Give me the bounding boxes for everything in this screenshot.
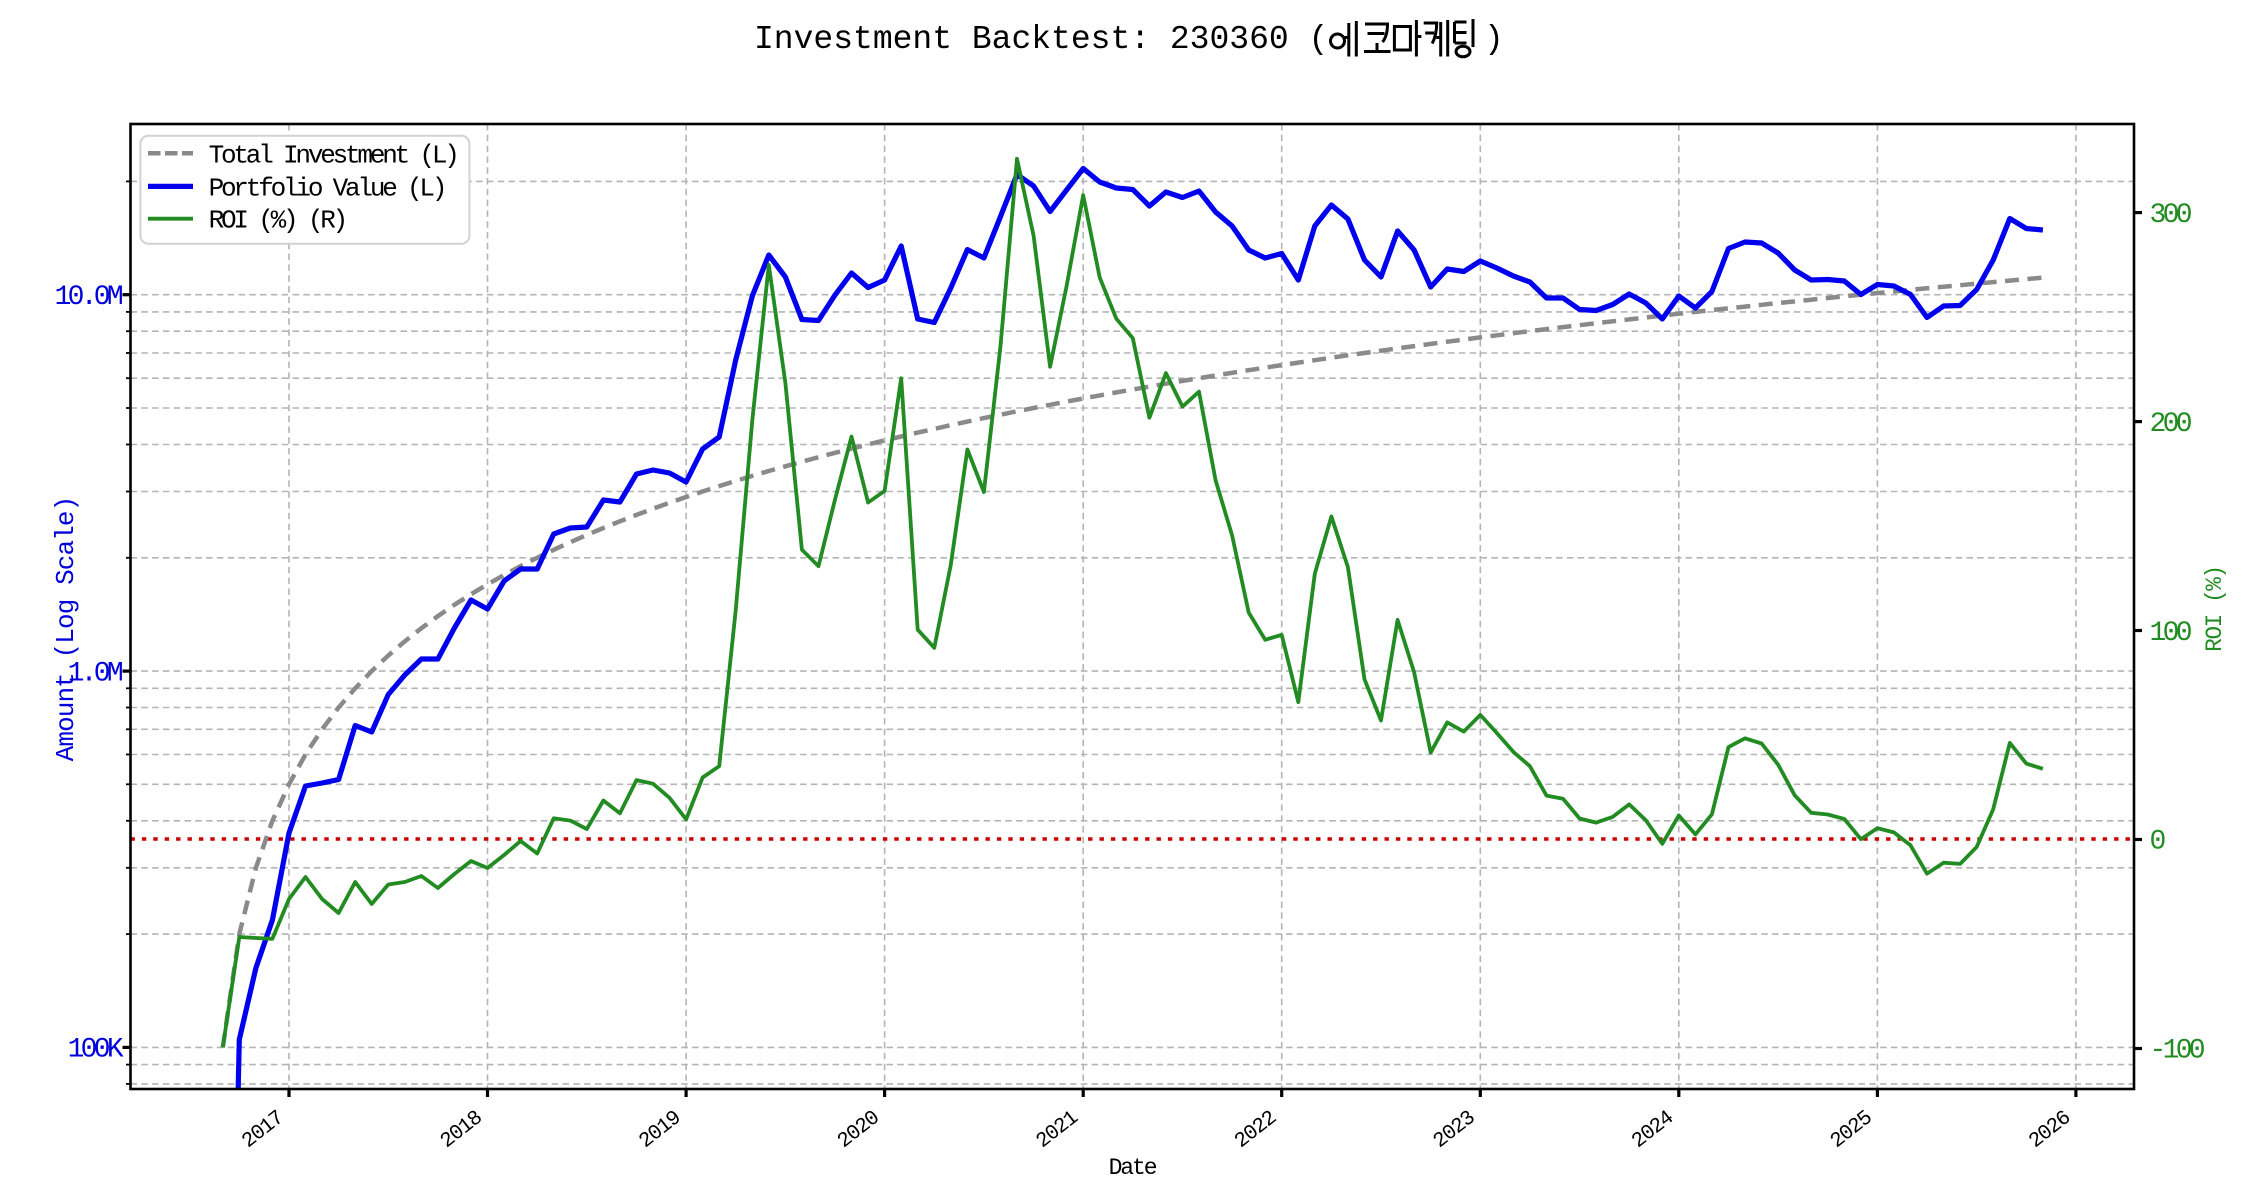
svg-text:100: 100 [2150,618,2192,649]
svg-text:200: 200 [2150,409,2192,440]
svg-text:1.0M: 1.0M [68,658,123,689]
svg-text:Date: Date [1109,1155,1157,1181]
svg-text:ROI (%): ROI (%) [2202,566,2228,652]
svg-text:Investment Backtest: 230360 (: Investment Backtest: 230360 ( [754,21,1328,58]
svg-text:Amount (Log Scale): Amount (Log Scale) [51,497,81,762]
svg-text:-100: -100 [2150,1036,2205,1067]
svg-text:100K: 100K [68,1035,124,1066]
svg-text:Total Investment (L): Total Investment (L) [209,140,457,170]
svg-text:): ) [1484,21,1504,58]
svg-text:300: 300 [2150,200,2192,231]
svg-text:ROI (%) (R): ROI (%) (R) [209,206,345,236]
svg-text:Portfolio Value (L): Portfolio Value (L) [209,173,445,203]
svg-text:10.0M: 10.0M [54,282,122,313]
